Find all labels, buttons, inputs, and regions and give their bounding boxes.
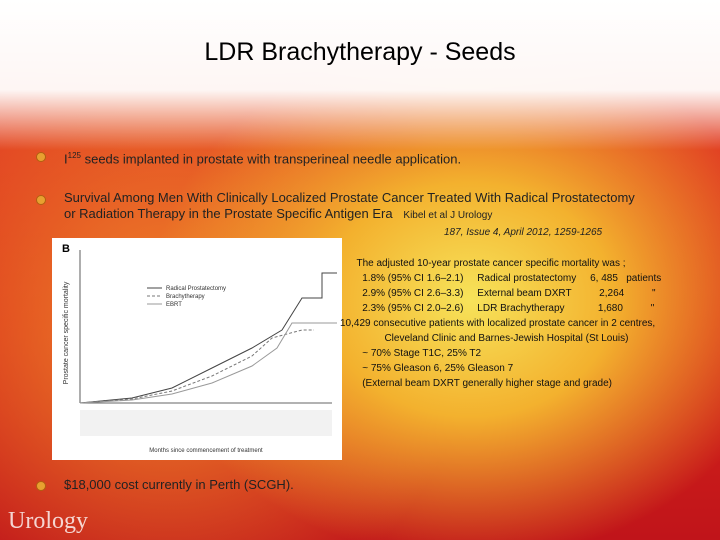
- bullet-dot: [36, 481, 46, 491]
- bullet-dot: [36, 152, 46, 162]
- bullet-line: Survival Among Men With Clinically Local…: [64, 190, 635, 205]
- summary-line: (External beam DXRT generally higher sta…: [340, 378, 612, 389]
- isotope-mass: 125: [67, 151, 81, 160]
- summary-line: The adjusted 10-year prostate cancer spe…: [340, 258, 626, 269]
- bullet-text: $18,000 cost currently in Perth (SCGH).: [64, 477, 294, 492]
- summary-line: 2.9% (95% CI 2.6–3.3) External beam DXRT…: [340, 288, 656, 299]
- bullet-body: or Radiation Therapy in the Prostate Spe…: [64, 206, 393, 221]
- summary-line: ~ 75% Gleason 6, 25% Gleason 7: [340, 363, 514, 374]
- summary-line: ~ 70% Stage T1C, 25% T2: [340, 348, 482, 359]
- summary-line: Cleveland Clinic and Barnes-Jewish Hospi…: [340, 333, 629, 344]
- y-axis-label: Prostate cancer specific mortality: [63, 281, 70, 384]
- bullet-text: Survival Among Men With Clinically Local…: [64, 190, 714, 224]
- panel-label: B: [62, 243, 70, 255]
- citation: Kibel et al J Urology: [403, 210, 493, 221]
- risk-table: [80, 410, 332, 436]
- isotope: I: [64, 151, 68, 167]
- curve: [79, 322, 337, 404]
- bullet-dot: [36, 195, 46, 205]
- bullet-body: seeds implanted in prostate with transpe…: [80, 151, 462, 167]
- slide-title: LDR Brachytherapy - Seeds: [204, 38, 516, 66]
- summary-line: 10,429 consecutive patients with localiz…: [340, 318, 656, 329]
- summary-line: 2.3% (95% CI 2.0–2.6) LDR Brachytherapy …: [340, 303, 655, 314]
- legend-label: Brachytherapy: [166, 294, 205, 300]
- footer-brand: Urology: [8, 508, 88, 534]
- bullet-text: I125 seeds implanted in prostate with tr…: [64, 148, 461, 167]
- survival-figure: B Prostate cancer specific mortality Rad…: [52, 238, 342, 460]
- summary-block: The adjusted 10-year prostate cancer spe…: [340, 256, 710, 391]
- x-axis-label: Months since commencement of treatment: [149, 448, 263, 454]
- legend-label: EBRT: [166, 302, 182, 308]
- legend-label: Radical Prostatectomy: [166, 286, 226, 292]
- bullet-line: or Radiation Therapy in the Prostate Spe…: [64, 206, 714, 224]
- summary-line: 1.8% (95% CI 1.6–2.1) Radical prostatect…: [340, 273, 662, 284]
- curve: [79, 272, 337, 404]
- citation-detail: 187, Issue 4, April 2012, 1259-1265: [444, 227, 603, 238]
